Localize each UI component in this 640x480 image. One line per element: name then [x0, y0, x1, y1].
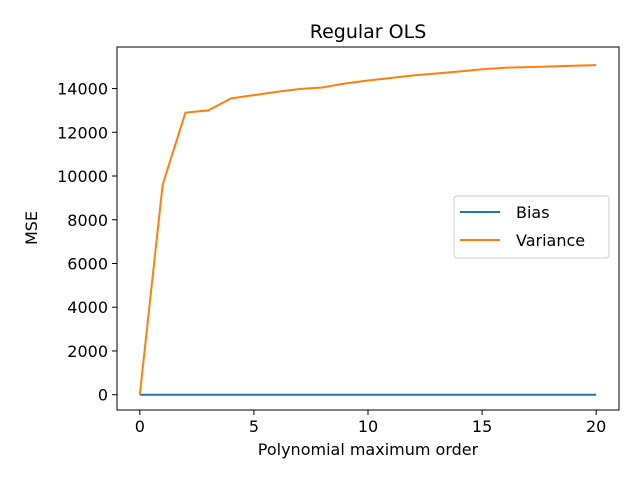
chart-title: Regular OLS	[310, 21, 427, 43]
series-line-variance	[138, 64, 597, 395]
y-tick-label: 12000	[57, 123, 108, 142]
x-axis-label: Polynomial maximum order	[258, 440, 479, 459]
y-axis-ticks: 0 2000 4000 6000 8000 10000 12000 14000	[57, 80, 117, 405]
plot-lines	[138, 64, 597, 396]
y-tick-label: 0	[98, 386, 108, 405]
y-tick-label: 8000	[67, 211, 108, 230]
x-axis-ticks: 0 5 10 15 20	[135, 410, 606, 436]
legend-label-variance: Variance	[516, 231, 585, 250]
x-tick-label: 5	[249, 417, 259, 436]
x-tick-label: 10	[358, 417, 378, 436]
y-tick-label: 4000	[67, 298, 108, 317]
y-tick-label: 2000	[67, 342, 108, 361]
y-tick-label: 6000	[67, 254, 108, 273]
legend: Bias Variance	[453, 195, 610, 259]
x-tick-label: 15	[472, 417, 492, 436]
x-tick-label: 0	[135, 417, 145, 436]
y-tick-label: 14000	[57, 80, 108, 99]
legend-label-bias: Bias	[516, 203, 550, 222]
y-axis-label: MSE	[22, 211, 41, 245]
x-tick-label: 20	[586, 417, 606, 436]
y-tick-label: 10000	[57, 167, 108, 186]
